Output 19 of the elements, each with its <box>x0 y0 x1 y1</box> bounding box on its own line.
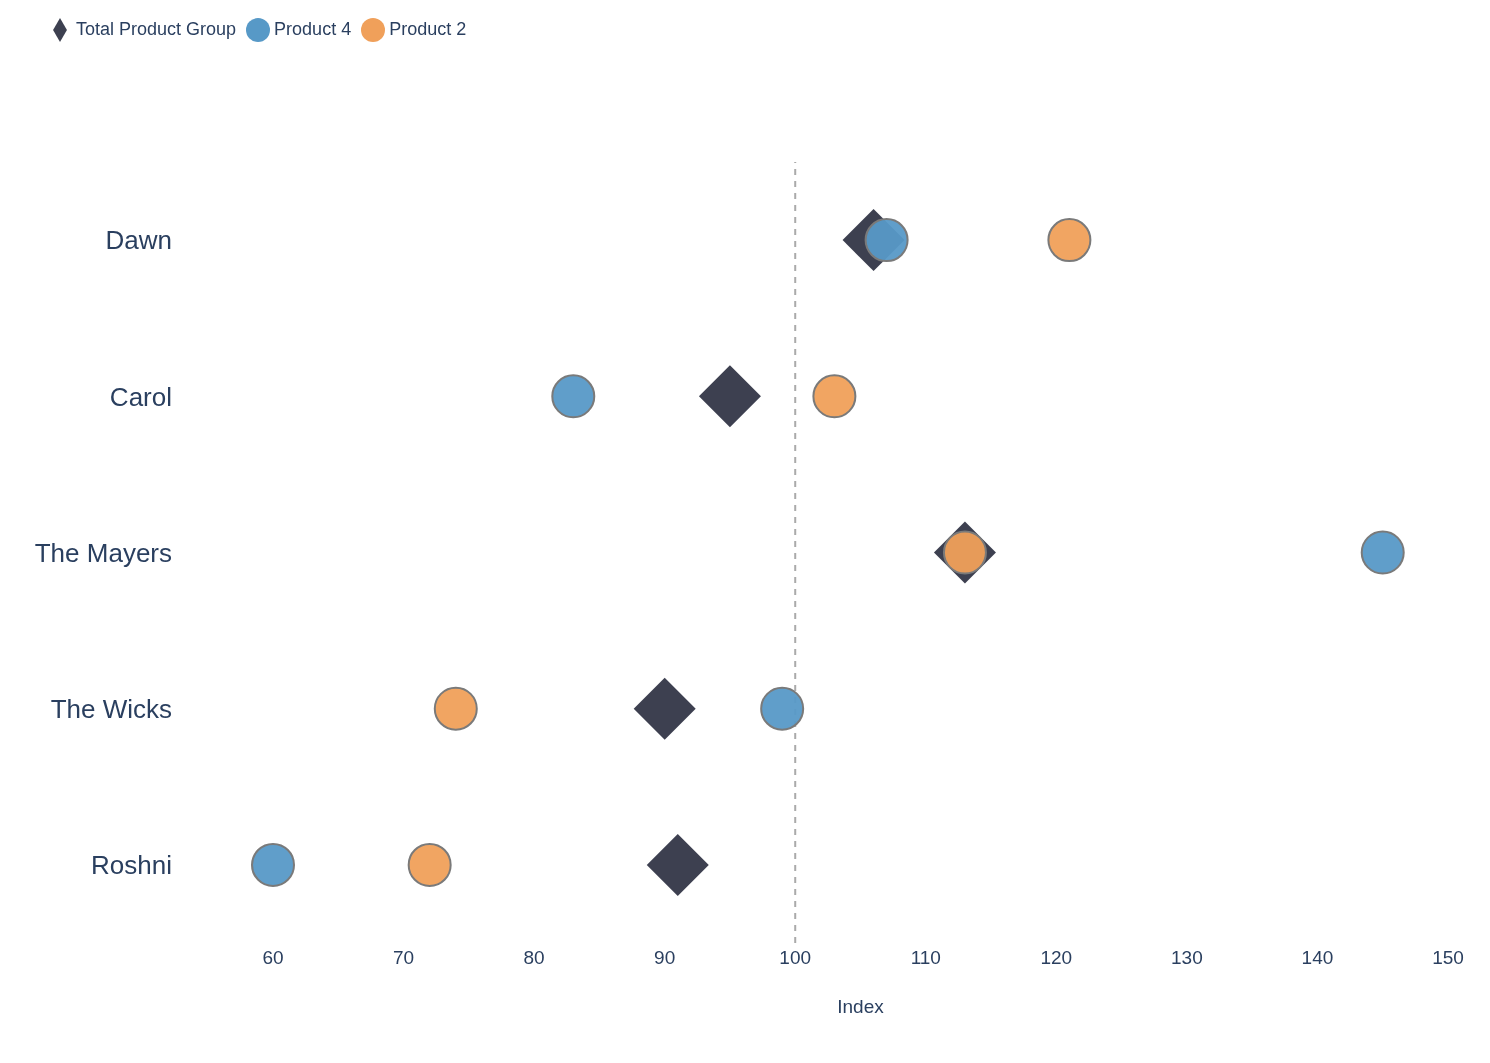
x-tick-label: 140 <box>1301 947 1334 969</box>
y-tick-label: Carol <box>109 381 172 412</box>
x-tick-label: 130 <box>1171 947 1203 969</box>
x-tick-label: 60 <box>262 947 284 969</box>
y-tick-label: The Wicks <box>50 693 172 724</box>
x-axis-title: Index <box>837 996 885 1017</box>
y-tick-label: Dawn <box>105 225 172 256</box>
legend-label: Product 2 <box>389 18 467 39</box>
legend-label: Total Product Group <box>76 18 237 39</box>
x-tick-label: 120 <box>1040 947 1073 969</box>
legend-label: Product 4 <box>274 18 352 39</box>
x-tick-label: 110 <box>910 947 941 969</box>
y-tick-label: Roshni <box>91 850 172 881</box>
x-tick-label: 70 <box>392 947 415 969</box>
x-tick-label: 80 <box>523 947 545 969</box>
x-tick-label: 100 <box>779 947 812 969</box>
x-tick-label: 90 <box>654 947 676 969</box>
y-tick-label: The Mayers <box>34 537 172 568</box>
x-tick-label: 150 <box>1432 947 1464 969</box>
